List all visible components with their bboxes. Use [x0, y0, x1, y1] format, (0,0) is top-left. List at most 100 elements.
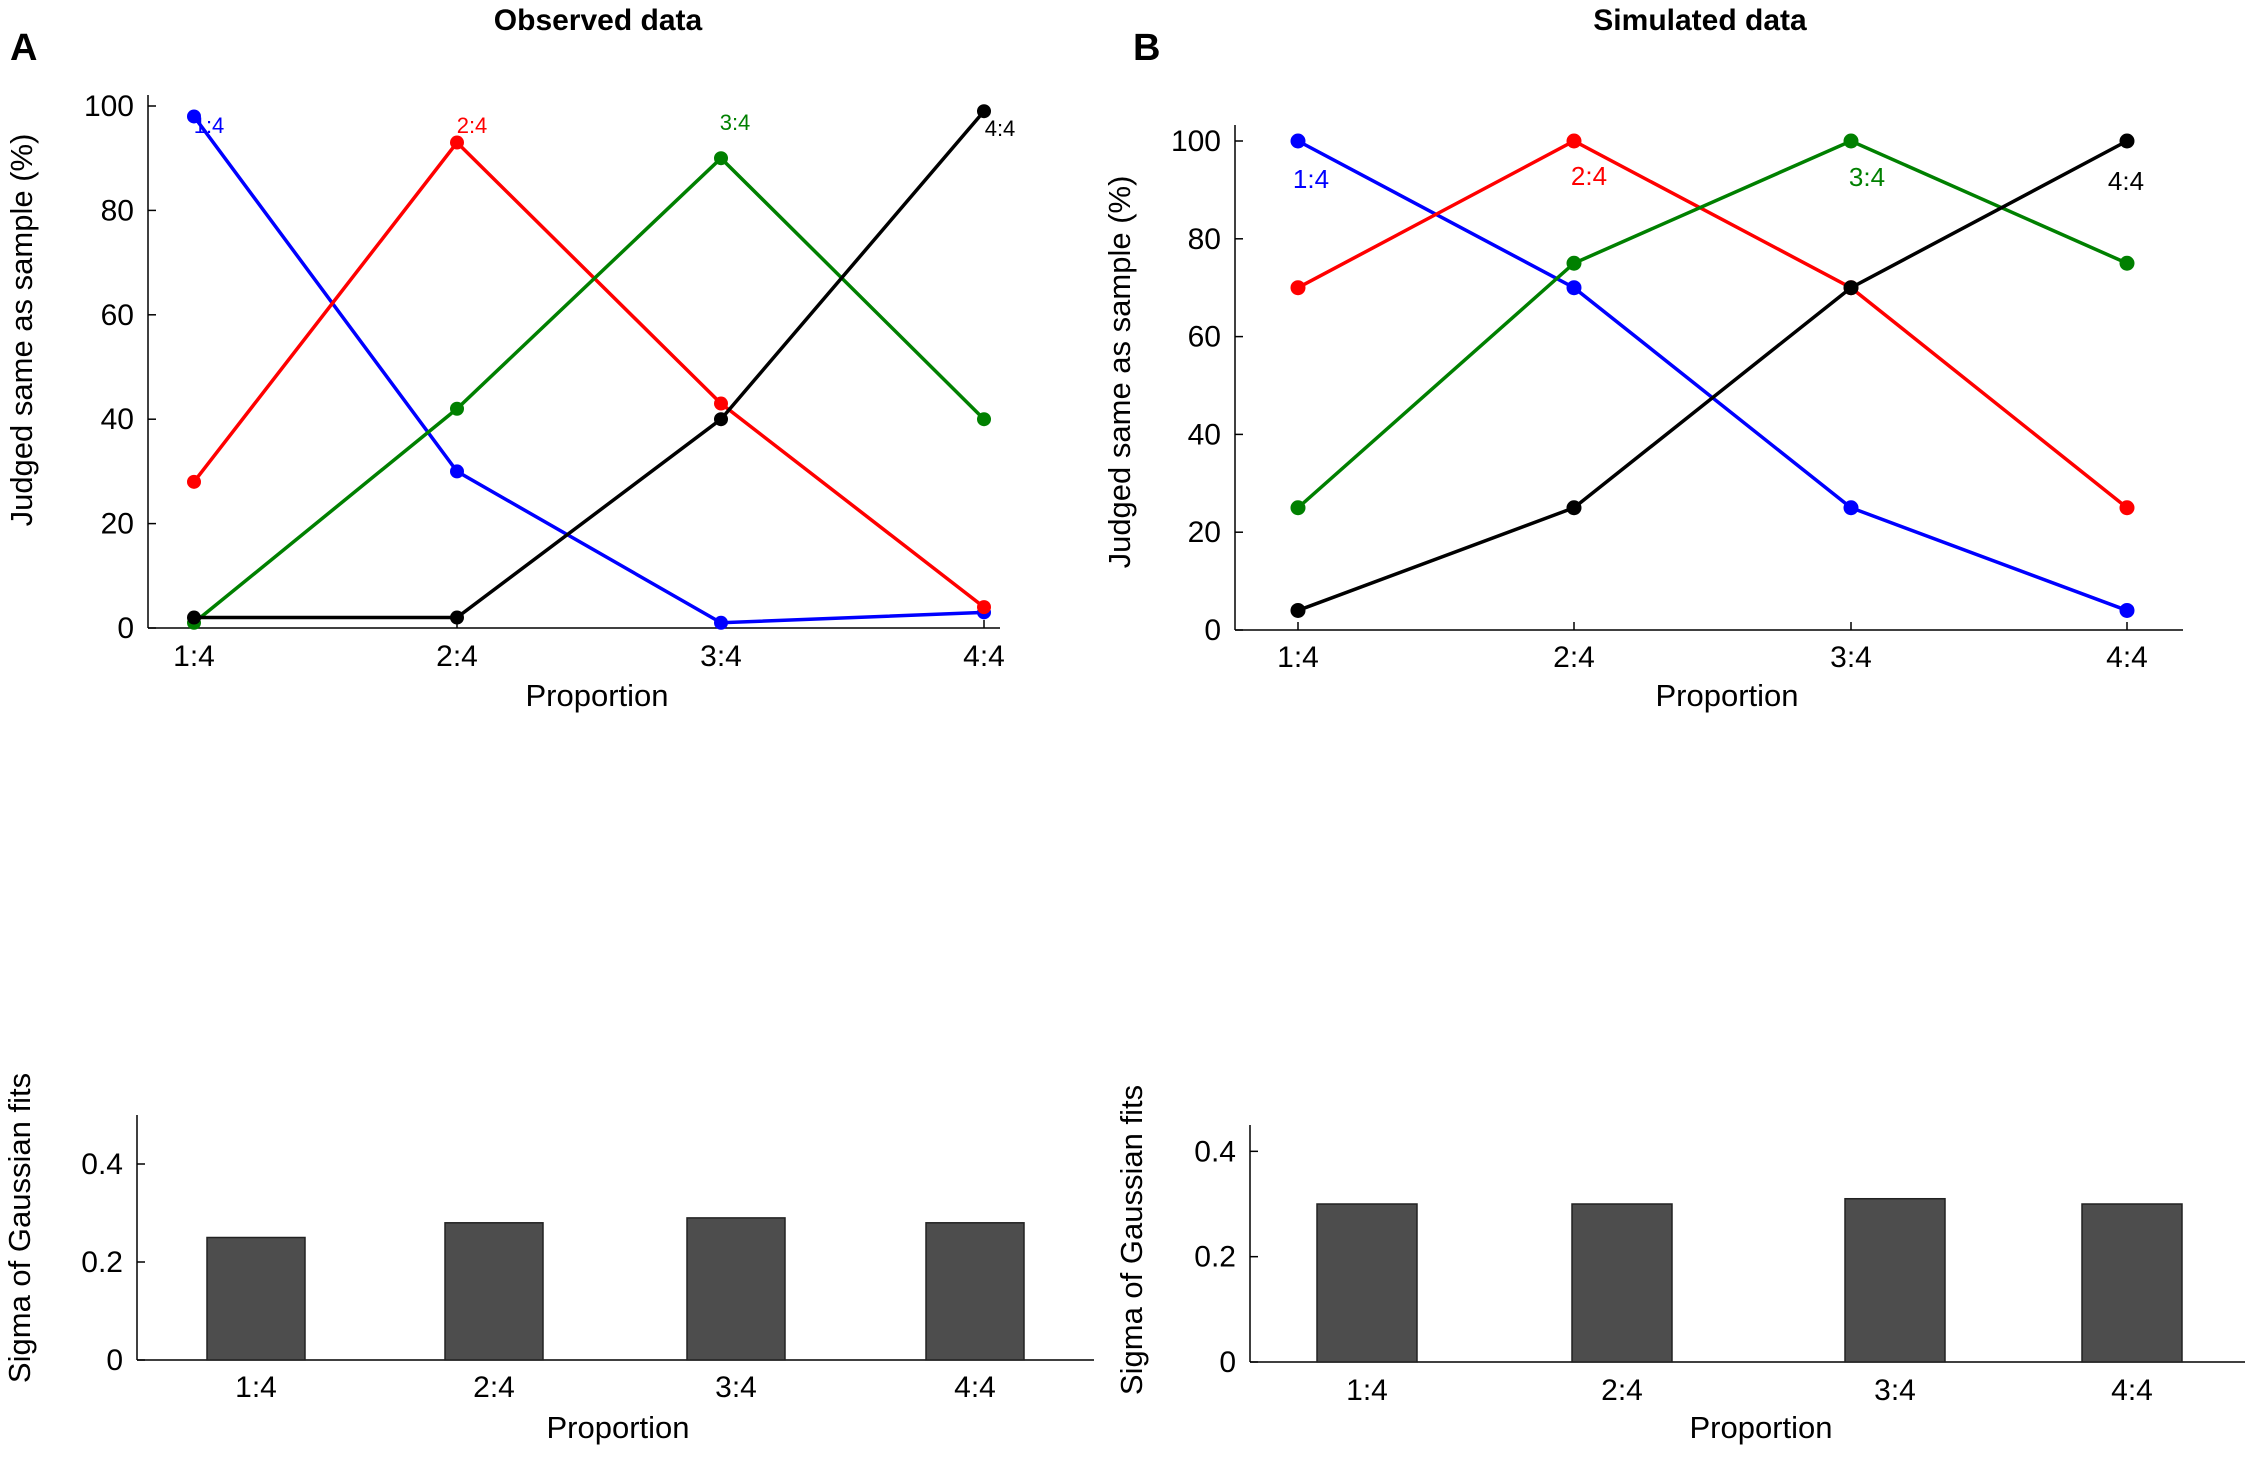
- y-tick-label: 80: [101, 194, 134, 227]
- y-tick-label: 0.2: [81, 1246, 123, 1279]
- series-label: 4:4: [2108, 166, 2144, 196]
- data-point: [977, 412, 991, 427]
- y-axis-label: Judged same as sample (%): [4, 134, 39, 527]
- x-tick-label: 4:4: [963, 640, 1005, 673]
- data-point: [450, 464, 464, 479]
- data-point: [2119, 255, 2135, 271]
- panel-b-letter: B: [1133, 27, 1160, 69]
- data-point: [450, 610, 464, 625]
- data-point: [1566, 255, 1582, 271]
- data-point: [1290, 602, 1306, 618]
- data-point: [450, 401, 464, 416]
- x-tick-label: 1:4: [1346, 1374, 1388, 1407]
- series-line-4-4: [1297, 139, 2128, 613]
- bar: [925, 1222, 1025, 1361]
- x-tick-label: 4:4: [2106, 641, 2148, 674]
- data-point: [714, 412, 728, 427]
- series-line-2-4: [192, 139, 986, 609]
- y-tick-label: 80: [1188, 223, 1221, 256]
- x-axis-label: Proportion: [1655, 678, 1798, 713]
- y-tick-label: 60: [1188, 321, 1221, 354]
- data-point: [1843, 280, 1859, 296]
- data-point: [187, 109, 201, 124]
- x-tick-label: 4:4: [2111, 1374, 2153, 1407]
- series-label: 4:4: [985, 116, 1016, 141]
- y-tick-label: 0: [1204, 614, 1221, 647]
- panel-a-title: Observed data: [494, 4, 703, 37]
- x-tick-label: 3:4: [715, 1371, 757, 1404]
- bar: [1844, 1197, 1946, 1363]
- x-tick-label: 3:4: [1830, 641, 1872, 674]
- series-line-2-4: [1297, 139, 2129, 510]
- data-point: [1290, 500, 1306, 516]
- data-point: [714, 396, 728, 411]
- series-line-3-4: [1296, 139, 2128, 510]
- data-point: [1843, 500, 1859, 516]
- simulated-line-chart: 0 20 40 60 80 100 1:4 2:4 3:4 4:4 Proportion Judged…: [1102, 125, 2183, 713]
- series-line-1-4: [1297, 139, 2128, 613]
- series-label: 3:4: [720, 110, 751, 135]
- x-tick-label: 1:4: [235, 1371, 277, 1404]
- data-point: [2119, 602, 2135, 618]
- series-label: 2:4: [1571, 161, 1607, 191]
- bar: [444, 1222, 544, 1361]
- data-point: [1566, 280, 1582, 296]
- y-axis-label: Sigma of Gaussian fits: [2, 1073, 37, 1383]
- data-point: [1843, 133, 1859, 149]
- series-label: 1:4: [194, 113, 225, 138]
- y-tick-label: 0.4: [81, 1148, 123, 1181]
- data-point: [1566, 133, 1582, 149]
- x-tick-label: 2:4: [1553, 641, 1595, 674]
- bar: [1316, 1203, 1418, 1363]
- data-point: [714, 151, 728, 166]
- series-line-4-4: [194, 110, 986, 620]
- data-point: [187, 474, 201, 489]
- y-tick-label: 20: [101, 508, 134, 541]
- data-point: [977, 600, 991, 615]
- series-label: 2:4: [457, 113, 488, 138]
- x-axis-label: Proportion: [1689, 1410, 1832, 1445]
- x-tick-label: 2:4: [1601, 1374, 1643, 1407]
- observed-line-chart: 0 20 40 60 80 100 1:4 2:4 3:4 4:4 Proportion Judged…: [4, 90, 1015, 713]
- series-line-1-4: [192, 115, 985, 625]
- y-tick-label: 40: [101, 403, 134, 436]
- series-label: 1:4: [1293, 164, 1329, 194]
- x-tick-label: 4:4: [954, 1371, 996, 1404]
- series-line-3-4: [192, 155, 986, 625]
- y-axis-label: Sigma of Gaussian fits: [1114, 1085, 1149, 1395]
- bar: [686, 1217, 786, 1361]
- data-point: [187, 610, 201, 625]
- data-point: [977, 104, 991, 119]
- x-tick-label: 1:4: [1277, 641, 1319, 674]
- bar: [1571, 1203, 1673, 1363]
- x-tick-label: 3:4: [700, 640, 742, 673]
- x-axis-label: Proportion: [525, 678, 668, 713]
- bar: [206, 1236, 306, 1361]
- x-axis-label: Proportion: [546, 1410, 689, 1445]
- y-tick-label: 0.2: [1194, 1241, 1236, 1274]
- data-point: [2119, 133, 2135, 149]
- y-tick-label: 60: [101, 299, 134, 332]
- series-label: 3:4: [1849, 162, 1885, 192]
- y-tick-label: 40: [1188, 418, 1221, 451]
- y-axis-label: Judged same as sample (%): [1102, 176, 1137, 569]
- data-point: [714, 615, 728, 630]
- y-tick-label: 100: [84, 90, 134, 123]
- simulated-bar-chart: 0 0.2 0.4 1:4 2:4 3:4 4:4 Proportion Sigma of Ga…: [1114, 1085, 2245, 1445]
- data-point: [2119, 500, 2135, 516]
- y-tick-label: 0: [106, 1344, 123, 1377]
- x-tick-label: 3:4: [1874, 1374, 1916, 1407]
- y-tick-label: 0: [1219, 1346, 1236, 1379]
- y-tick-label: 100: [1171, 125, 1221, 158]
- x-tick-label: 2:4: [473, 1371, 515, 1404]
- panel-a-letter: A: [10, 27, 37, 69]
- y-tick-label: 0.4: [1194, 1135, 1236, 1168]
- panel-b-title: Simulated data: [1593, 4, 1807, 37]
- bar: [2081, 1203, 2183, 1363]
- data-point: [450, 135, 464, 150]
- data-point: [1290, 280, 1306, 296]
- x-tick-label: 2:4: [436, 640, 478, 673]
- data-point: [1290, 133, 1306, 149]
- x-tick-label: 1:4: [173, 640, 215, 673]
